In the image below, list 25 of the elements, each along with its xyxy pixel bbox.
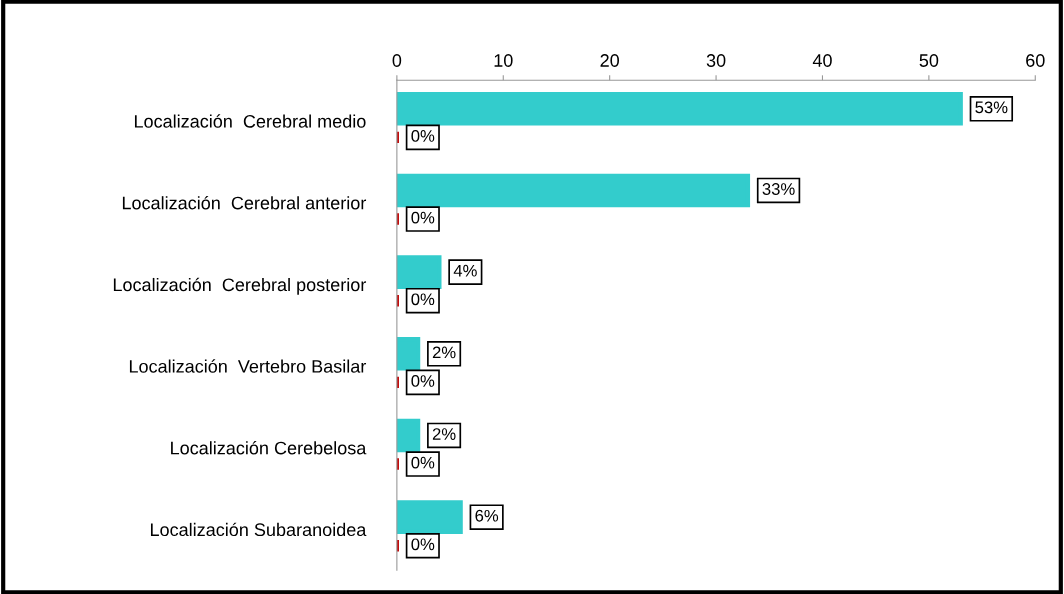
data-label: 2% — [432, 346, 456, 359]
x-tick-label: 30 — [706, 54, 726, 67]
data-label: 0% — [411, 293, 435, 306]
data-label: 0% — [411, 538, 435, 551]
x-tick-label: 60 — [1026, 54, 1045, 67]
data-label: 2% — [432, 428, 456, 440]
data-label: 4% — [453, 264, 477, 277]
y-tick-label: Localización Vertebro Basilar — [129, 359, 367, 373]
y-tick-label: Localización Cerebral medio — [134, 114, 366, 128]
x-tick-label: 0 — [392, 54, 402, 67]
y-tick-label: Localización Cerebral posterior — [113, 277, 367, 295]
y-tick-label: Localización Subaranoidea — [150, 522, 367, 537]
data-label: 33% — [762, 183, 795, 195]
x-tick-label: 10 — [494, 54, 513, 67]
x-tick-label: 50 — [919, 54, 939, 67]
y-tick-label: Localización Cerebelosa — [171, 440, 367, 455]
data-label: 0% — [411, 375, 435, 387]
data-label: 6% — [475, 509, 499, 522]
x-tick-label: 20 — [600, 54, 620, 67]
data-label: 53% — [975, 101, 1008, 114]
y-tick-label: Localización Cerebral anterior — [122, 195, 367, 210]
x-tick-label: 40 — [812, 54, 832, 67]
data-label: 0% — [411, 130, 435, 142]
data-label: 0% — [411, 456, 435, 469]
data-label: 0% — [411, 211, 435, 224]
